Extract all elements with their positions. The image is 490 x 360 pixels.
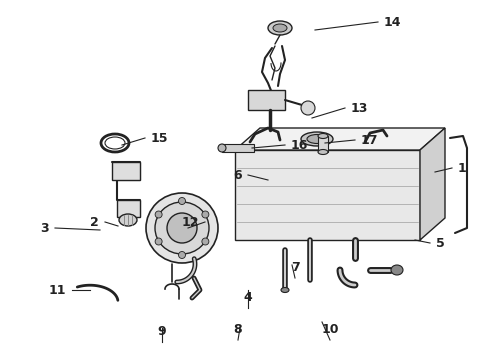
- Ellipse shape: [268, 21, 292, 35]
- Text: 16: 16: [291, 139, 308, 152]
- Text: 14: 14: [384, 15, 401, 28]
- Text: 7: 7: [291, 261, 299, 274]
- Polygon shape: [248, 90, 285, 110]
- Text: 3: 3: [40, 221, 49, 234]
- Polygon shape: [112, 162, 140, 180]
- Polygon shape: [420, 128, 445, 240]
- Text: 12: 12: [181, 216, 199, 229]
- Ellipse shape: [318, 134, 328, 139]
- Ellipse shape: [307, 135, 327, 144]
- Circle shape: [155, 211, 162, 218]
- Text: 6: 6: [233, 168, 242, 181]
- Circle shape: [178, 252, 186, 258]
- Circle shape: [202, 211, 209, 218]
- Text: 17: 17: [361, 134, 378, 147]
- Text: 5: 5: [436, 237, 445, 249]
- Circle shape: [301, 101, 315, 115]
- Circle shape: [178, 198, 186, 204]
- Ellipse shape: [301, 132, 333, 146]
- Ellipse shape: [318, 149, 328, 154]
- Text: 2: 2: [90, 216, 99, 229]
- Text: 13: 13: [351, 102, 368, 114]
- Text: 15: 15: [151, 131, 169, 144]
- Circle shape: [155, 238, 162, 245]
- Ellipse shape: [218, 144, 226, 152]
- Polygon shape: [318, 136, 328, 152]
- Text: 8: 8: [234, 323, 243, 336]
- Ellipse shape: [146, 193, 218, 263]
- Text: 4: 4: [244, 291, 252, 304]
- Text: 10: 10: [321, 323, 339, 336]
- Circle shape: [202, 238, 209, 245]
- Text: 9: 9: [158, 325, 166, 338]
- Polygon shape: [117, 200, 140, 217]
- Ellipse shape: [273, 24, 287, 32]
- Ellipse shape: [391, 265, 403, 275]
- Ellipse shape: [119, 214, 137, 226]
- Text: 1: 1: [458, 162, 467, 175]
- Ellipse shape: [155, 202, 209, 254]
- Polygon shape: [235, 150, 420, 240]
- Text: 11: 11: [49, 284, 66, 297]
- Ellipse shape: [167, 213, 197, 243]
- Ellipse shape: [281, 288, 289, 292]
- Polygon shape: [222, 144, 254, 152]
- Polygon shape: [235, 128, 445, 150]
